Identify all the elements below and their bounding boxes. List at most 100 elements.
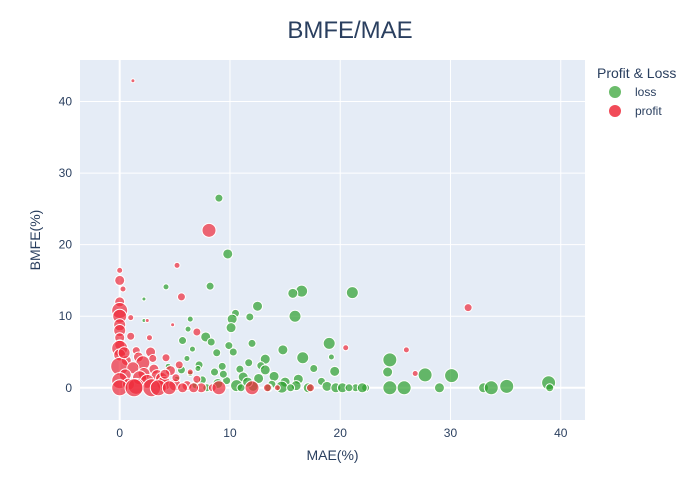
legend-marker-profit [609,105,621,117]
point-loss[interactable] [277,344,289,356]
point-loss[interactable] [483,380,499,396]
point-profit[interactable] [148,353,158,363]
point-loss[interactable] [194,364,202,372]
point-loss[interactable] [188,345,196,353]
point-profit[interactable] [159,368,171,380]
legend-label-loss: loss [635,85,656,99]
point-loss[interactable] [545,383,555,393]
point-profit[interactable] [126,331,136,341]
legend: Profit & Loss loss profit [597,65,676,118]
point-loss[interactable] [268,370,280,382]
point-loss[interactable] [396,380,412,396]
point-profit[interactable] [171,373,181,383]
series-profit [110,78,473,398]
point-loss[interactable] [141,296,147,302]
point-loss[interactable] [183,354,191,362]
point-profit[interactable] [119,285,127,293]
point-profit[interactable] [116,266,124,274]
point-profit[interactable] [130,78,136,84]
point-profit[interactable] [192,327,202,337]
point-loss[interactable] [288,309,302,323]
point-loss[interactable] [184,325,192,333]
point-loss[interactable] [444,368,460,384]
point-loss[interactable] [322,336,336,350]
point-loss[interactable] [321,380,333,392]
point-profit[interactable] [114,274,126,286]
x-tick-label: 40 [554,426,568,440]
y-tick-label: 10 [59,309,73,323]
point-loss[interactable] [433,382,445,394]
point-loss[interactable] [327,353,335,361]
point-profit[interactable] [173,261,181,269]
point-loss[interactable] [259,364,271,376]
point-profit[interactable] [161,353,171,363]
point-loss[interactable] [356,382,368,394]
legend-marker-loss [609,86,621,98]
y-axis-title: BMFE(%) [27,210,43,271]
x-tick-label: 20 [334,426,348,440]
point-profit[interactable] [177,382,189,394]
point-profit[interactable] [161,380,177,396]
point-loss[interactable] [236,383,246,393]
point-loss[interactable] [253,372,265,384]
point-loss[interactable] [225,322,237,334]
point-profit[interactable] [273,384,281,392]
point-profit[interactable] [144,318,150,324]
legend-item-profit[interactable]: profit [609,104,662,118]
point-profit[interactable] [176,292,186,302]
x-tick-label: 30 [444,426,458,440]
chart-title: BMFE/MAE [287,17,412,44]
point-loss[interactable] [296,351,310,365]
x-tick-label: 0 [116,426,123,440]
point-profit[interactable] [174,360,184,370]
point-profit[interactable] [402,346,410,354]
point-profit[interactable] [117,346,131,360]
point-loss[interactable] [309,363,319,373]
point-loss[interactable] [382,380,398,396]
point-profit[interactable] [411,369,419,377]
point-loss[interactable] [228,347,238,357]
point-profit[interactable] [192,374,202,384]
point-profit[interactable] [170,322,176,328]
point-loss[interactable] [205,281,215,291]
point-profit[interactable] [188,382,200,394]
point-profit[interactable] [262,383,272,393]
point-loss[interactable] [186,315,194,323]
point-loss[interactable] [344,383,354,393]
point-profit[interactable] [342,344,350,352]
x-tick-label: 10 [223,426,237,440]
point-loss[interactable] [206,337,216,347]
point-loss[interactable] [382,352,398,368]
point-loss[interactable] [210,367,220,377]
point-loss[interactable] [212,348,222,358]
point-loss[interactable] [244,358,254,368]
point-loss[interactable] [178,336,188,346]
point-loss[interactable] [214,193,224,203]
point-profit[interactable] [127,314,135,322]
point-profit[interactable] [463,303,473,313]
legend-item-loss[interactable]: loss [609,85,656,99]
point-loss[interactable] [162,283,170,291]
point-profit[interactable] [124,378,144,398]
point-loss[interactable] [247,338,257,348]
point-profit[interactable] [145,334,153,342]
point-loss[interactable] [329,365,341,377]
point-profit[interactable] [305,383,315,393]
point-profit[interactable] [201,222,217,238]
point-profit[interactable] [211,380,227,396]
point-profit[interactable] [244,380,260,396]
point-loss[interactable] [218,369,228,379]
point-loss[interactable] [382,366,394,378]
point-loss[interactable] [417,367,433,383]
point-loss[interactable] [222,248,234,260]
point-loss[interactable] [286,383,296,393]
y-tick-label: 30 [59,166,73,180]
point-loss[interactable] [345,286,359,300]
point-loss[interactable] [252,300,264,312]
point-profit[interactable] [186,368,194,376]
point-loss[interactable] [224,341,234,351]
point-loss[interactable] [287,287,299,299]
point-loss[interactable] [245,312,255,322]
point-loss[interactable] [499,378,515,394]
point-loss[interactable] [217,361,227,371]
